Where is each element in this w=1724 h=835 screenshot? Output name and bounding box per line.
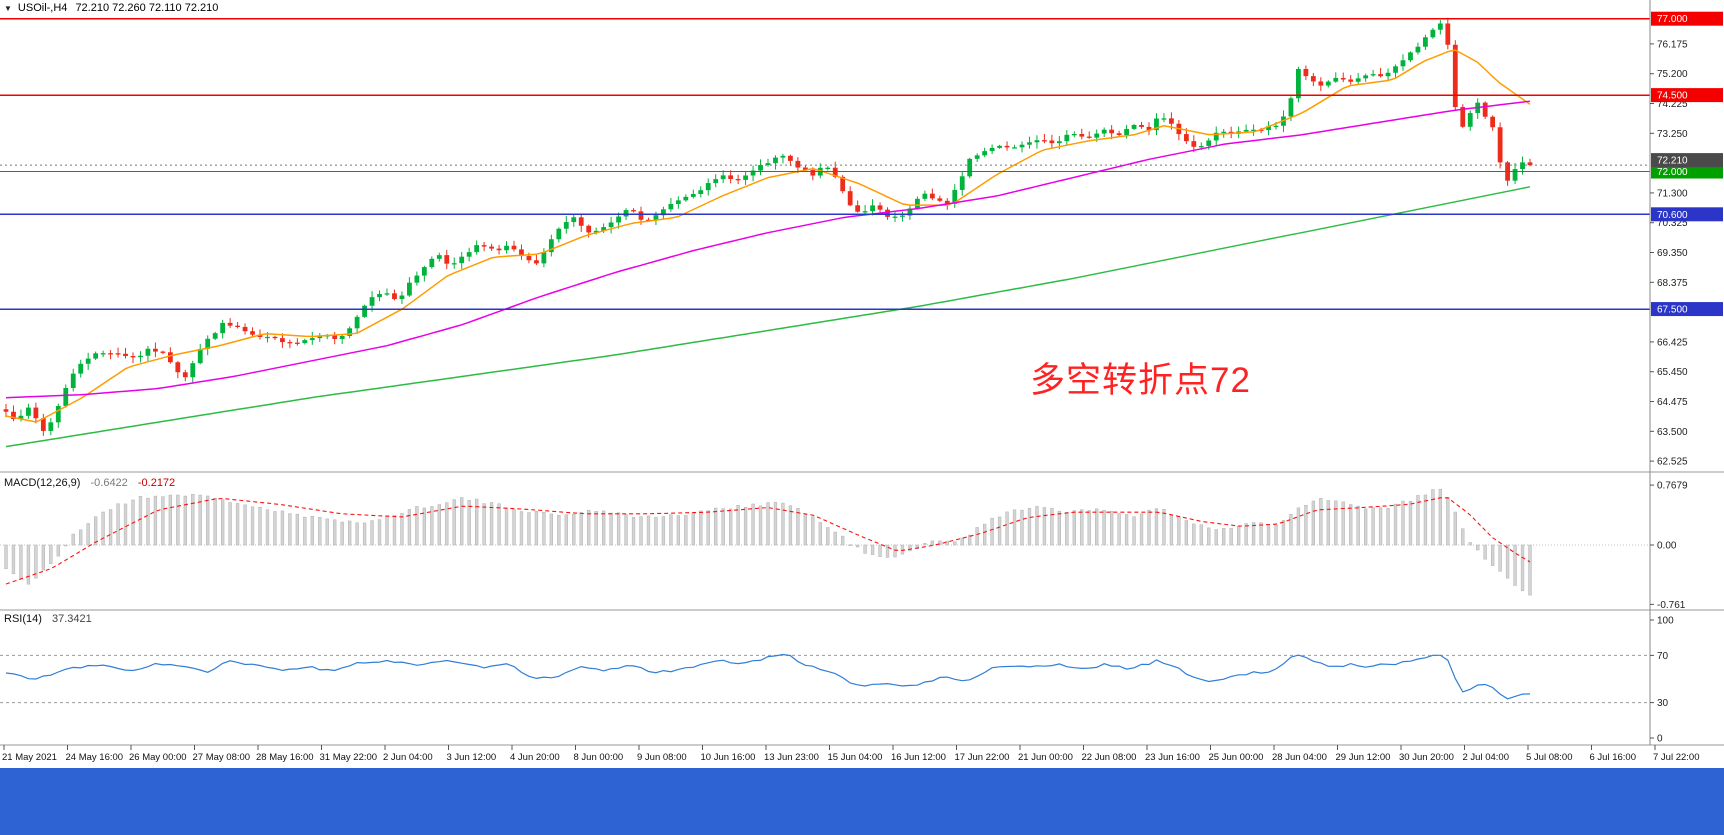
svg-text:7 Jul 22:00: 7 Jul 22:00 — [1653, 752, 1699, 763]
svg-text:23 Jun 16:00: 23 Jun 16:00 — [1145, 752, 1200, 763]
svg-text:22 Jun 08:00: 22 Jun 08:00 — [1082, 752, 1137, 763]
rsi-indicator-label: RSI(14) 37.3421 — [4, 613, 92, 625]
svg-text:27 May 08:00: 27 May 08:00 — [193, 752, 251, 763]
price-badge: 74.500 — [1651, 88, 1723, 103]
svg-text:71.300: 71.300 — [1657, 188, 1688, 199]
svg-text:0: 0 — [1657, 734, 1663, 745]
annotation-text: 多空转折点72 — [1030, 361, 1251, 400]
chart-canvas[interactable]: 76.175 75.200 74.225 73.250 71.300 70.325 69.3… — [0, 0, 1724, 768]
svg-text:31 May 22:00: 31 May 22:00 — [320, 752, 378, 763]
svg-text:25 Jun 00:00: 25 Jun 00:00 — [1209, 752, 1264, 763]
svg-text:17 Jun 22:00: 17 Jun 22:00 — [955, 752, 1010, 763]
svg-text:68.375: 68.375 — [1657, 278, 1688, 289]
svg-text:75.200: 75.200 — [1657, 69, 1688, 80]
svg-text:15 Jun 04:00: 15 Jun 04:00 — [828, 752, 883, 763]
chart-title: ▼ USOil-,H4 72.210 72.260 72.110 72.210 — [4, 2, 218, 14]
rsi-name: RSI(14) — [4, 613, 42, 625]
price-badge: 72.000 — [1651, 164, 1723, 179]
price-badge: 67.500 — [1651, 302, 1723, 317]
svg-text:76.175: 76.175 — [1657, 39, 1688, 50]
svg-text:69.350: 69.350 — [1657, 248, 1688, 259]
svg-text:2 Jun 04:00: 2 Jun 04:00 — [383, 752, 433, 763]
svg-text:73.250: 73.250 — [1657, 129, 1688, 140]
axes-layer[interactable]: 76.175 75.200 74.225 73.250 71.300 70.325 69.3… — [0, 0, 1724, 763]
macd-indicator-label: MACD(12,26,9) -0.6422 -0.2172 — [4, 477, 175, 489]
svg-text:29 Jun 12:00: 29 Jun 12:00 — [1336, 752, 1391, 763]
svg-text:16 Jun 12:00: 16 Jun 12:00 — [891, 752, 946, 763]
symbol-period-label: USOil-,H4 — [17, 2, 68, 14]
svg-text:70.325: 70.325 — [1657, 218, 1688, 229]
svg-text:64.475: 64.475 — [1657, 397, 1688, 408]
svg-text:3 Jun 12:00: 3 Jun 12:00 — [447, 752, 497, 763]
main-price-panel[interactable] — [0, 17, 1650, 448]
svg-text:30 Jun 20:00: 30 Jun 20:00 — [1399, 752, 1454, 763]
svg-text:28 Jun 04:00: 28 Jun 04:00 — [1272, 752, 1327, 763]
svg-text:5 Jul 08:00: 5 Jul 08:00 — [1526, 752, 1572, 763]
price-badge: 72.210 — [1651, 153, 1723, 168]
macd-name: MACD(12,26,9) — [4, 477, 81, 489]
svg-text:28 May 16:00: 28 May 16:00 — [256, 752, 314, 763]
svg-text:30: 30 — [1657, 698, 1669, 709]
price-badge: 77.000 — [1651, 11, 1723, 26]
svg-text:8 Jun 00:00: 8 Jun 00:00 — [574, 752, 624, 763]
svg-text:26 May 00:00: 26 May 00:00 — [129, 752, 187, 763]
taskbar[interactable] — [0, 768, 1724, 835]
symbol-dropdown-icon: ▼ — [4, 3, 12, 13]
svg-text:63.500: 63.500 — [1657, 427, 1688, 438]
svg-text:9 Jun 08:00: 9 Jun 08:00 — [637, 752, 687, 763]
svg-text:70: 70 — [1657, 651, 1669, 662]
svg-text:70.600: 70.600 — [1657, 210, 1688, 221]
rsi-panel[interactable] — [0, 653, 1650, 704]
svg-text:0.7679: 0.7679 — [1657, 481, 1688, 492]
macd-panel[interactable] — [0, 488, 1650, 596]
ohlc-readout: 72.210 72.260 72.110 72.210 — [75, 2, 219, 14]
svg-text:21 May 2021: 21 May 2021 — [2, 752, 57, 763]
svg-text:2 Jul 04:00: 2 Jul 04:00 — [1463, 752, 1509, 763]
time-axis[interactable]: 21 May 2021 24 May 16:00 26 May 00:00 27 Ma… — [2, 745, 1699, 763]
svg-text:6 Jul 16:00: 6 Jul 16:00 — [1590, 752, 1636, 763]
svg-text:74.500: 74.500 — [1657, 91, 1688, 102]
svg-text:65.450: 65.450 — [1657, 367, 1688, 378]
svg-text:62.525: 62.525 — [1657, 457, 1688, 468]
macd-signal-value: -0.2172 — [137, 477, 176, 489]
rsi-value: 37.3421 — [51, 613, 92, 625]
svg-text:-0.761: -0.761 — [1657, 600, 1686, 611]
svg-text:100: 100 — [1657, 616, 1674, 627]
svg-text:66.425: 66.425 — [1657, 337, 1688, 348]
svg-text:24 May 16:00: 24 May 16:00 — [66, 752, 124, 763]
svg-text:13 Jun 23:00: 13 Jun 23:00 — [764, 752, 819, 763]
svg-text:77.000: 77.000 — [1657, 14, 1688, 25]
svg-text:74.225: 74.225 — [1657, 99, 1688, 110]
svg-text:0.00: 0.00 — [1657, 541, 1677, 552]
price-badge: 70.600 — [1651, 207, 1723, 222]
svg-text:10 Jun 16:00: 10 Jun 16:00 — [701, 752, 756, 763]
svg-text:21 Jun 00:00: 21 Jun 00:00 — [1018, 752, 1073, 763]
svg-text:67.500: 67.500 — [1657, 305, 1688, 316]
svg-text:72.210: 72.210 — [1657, 156, 1688, 167]
macd-main-value: -0.6422 — [90, 477, 128, 489]
svg-text:4 Jun 20:00: 4 Jun 20:00 — [510, 752, 560, 763]
svg-text:72.000: 72.000 — [1657, 167, 1688, 178]
